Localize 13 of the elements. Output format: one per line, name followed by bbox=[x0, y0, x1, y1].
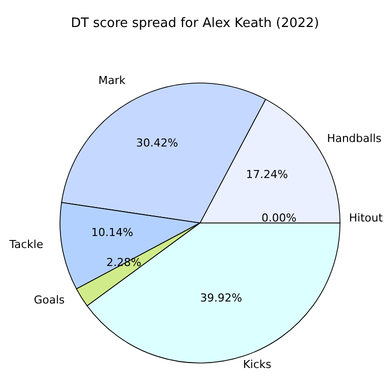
chart-title: DT score spread for Alex Keath (2022) bbox=[70, 16, 320, 31]
slice-label: Kicks bbox=[242, 358, 272, 371]
data-label: 17.24% bbox=[246, 168, 288, 182]
text: 0.00% bbox=[262, 212, 296, 224]
slice-label: Tackle bbox=[8, 238, 44, 251]
data-label: 2.28% bbox=[106, 256, 142, 270]
slice-label: Goals bbox=[34, 294, 65, 307]
data-label: 30.42% bbox=[136, 136, 178, 150]
data-label: 39.92% bbox=[200, 291, 242, 304]
data-label: 10.14% bbox=[91, 226, 134, 239]
slice-label: Handballs bbox=[326, 132, 382, 146]
slice-label: Mark bbox=[98, 74, 126, 88]
category-label: Hitout bbox=[349, 212, 383, 224]
